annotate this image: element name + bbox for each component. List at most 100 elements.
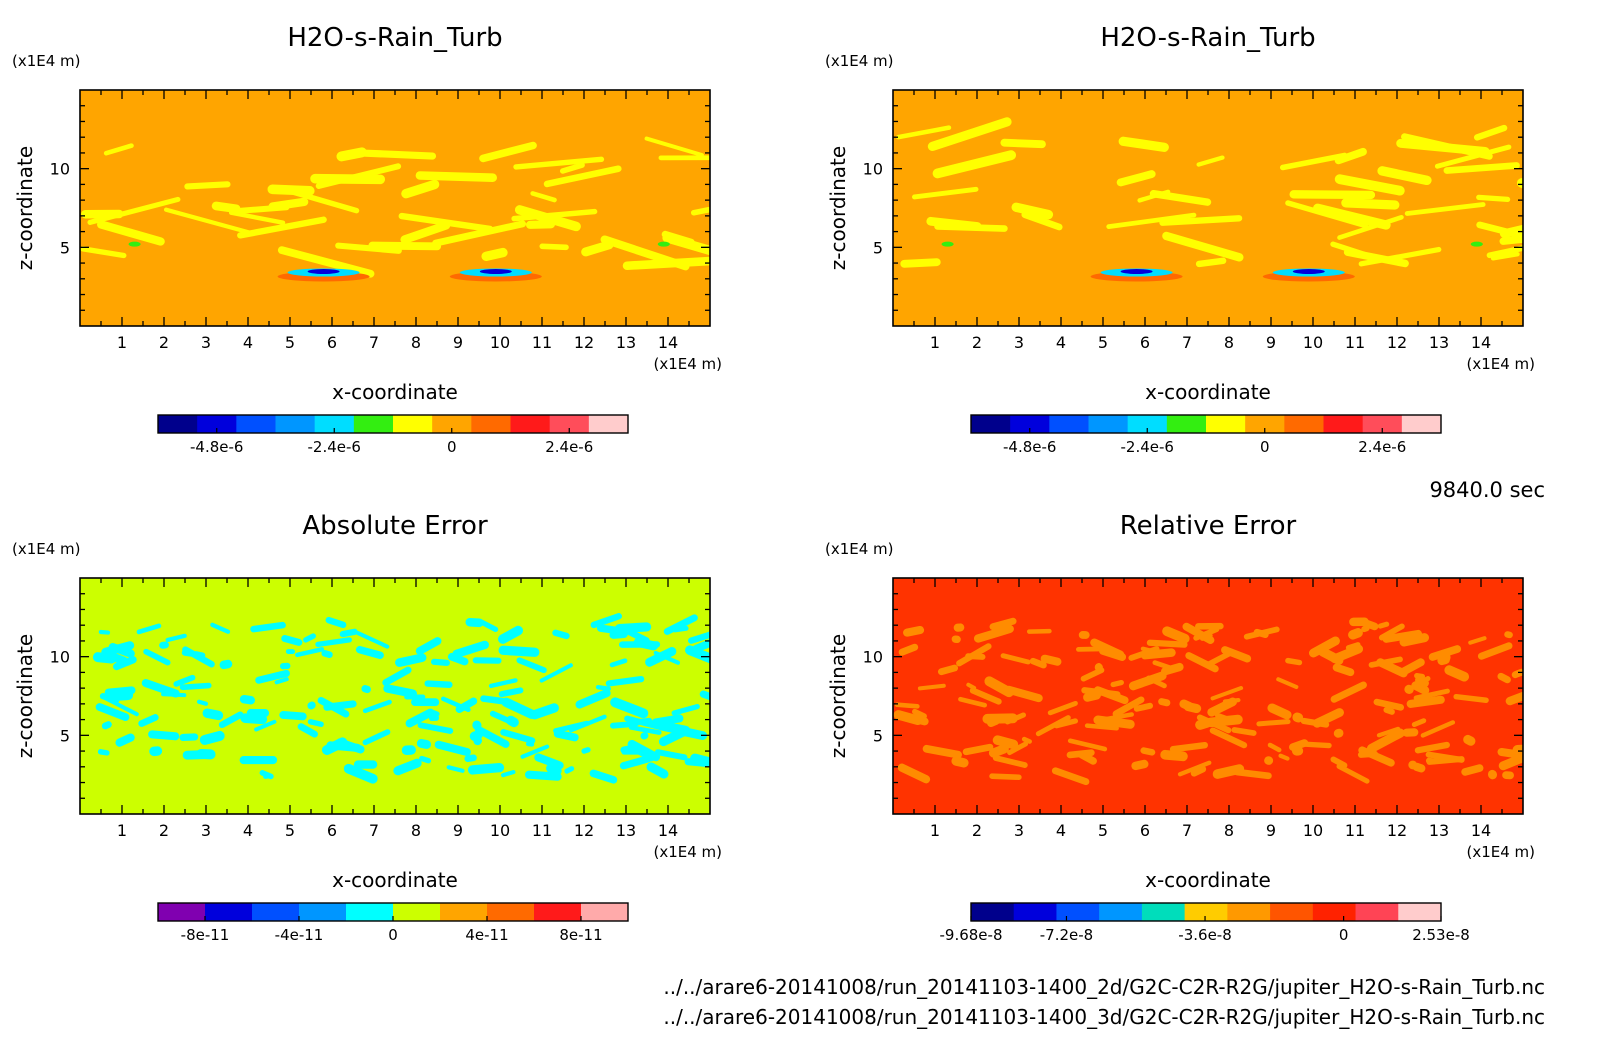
field-patch <box>1411 681 1430 695</box>
colorbar-swatch <box>353 415 394 433</box>
field-patch <box>339 628 358 638</box>
field-patch <box>115 733 135 747</box>
field-patch <box>1406 695 1445 708</box>
field-patch <box>624 715 665 731</box>
field-streak <box>237 216 327 239</box>
x-tick-label: 11 <box>1345 821 1365 840</box>
field-patch <box>173 674 196 687</box>
field-patch <box>685 645 710 665</box>
colorbar-swatch <box>197 415 237 433</box>
x-axis: 1 2 3 4 5 6 7 8 9 10 11 12 13 14 <box>913 578 1503 840</box>
field-patch <box>1425 757 1437 765</box>
x-tick-label: 10 <box>1303 821 1323 840</box>
field-streak <box>1106 212 1197 229</box>
field-patch <box>1047 700 1078 716</box>
field-patch <box>210 622 231 634</box>
field-patch <box>254 719 277 732</box>
field-streak <box>184 181 231 190</box>
x-tick-label: 5 <box>285 333 295 352</box>
field-patch <box>552 629 570 640</box>
y-tick-label: 5 <box>873 238 883 257</box>
colorbar-swatch <box>1141 903 1186 921</box>
field-streak <box>1476 194 1511 203</box>
field-patch <box>1487 769 1498 780</box>
field-streak <box>1162 231 1244 262</box>
field-patch <box>1005 685 1043 703</box>
field-patch <box>894 702 920 709</box>
field-patch <box>1416 676 1431 686</box>
y-axis-label: z-coordinate <box>826 146 850 270</box>
field-patch <box>506 648 515 654</box>
colorbar: -4.8e-6 -2.4e-6 0 2.4e-6 <box>970 414 1442 456</box>
colorbar-swatch <box>1010 415 1050 433</box>
field-patch <box>1348 628 1363 640</box>
field-patch <box>1330 644 1364 664</box>
field-patch <box>1411 718 1427 728</box>
field-streak <box>600 235 690 271</box>
field-patch <box>110 690 134 701</box>
x-tick-label: 9 <box>1266 333 1276 352</box>
field-patch <box>1420 720 1456 738</box>
colorbar-swatch <box>1088 415 1129 433</box>
field-patch <box>498 687 524 698</box>
field-patch <box>1007 741 1029 756</box>
field-patch <box>95 703 130 721</box>
field-patch <box>922 744 962 759</box>
chart-title: H2O-s-Rain_Turb <box>287 23 502 53</box>
field-streak <box>335 242 402 254</box>
field-patch <box>1425 751 1465 763</box>
field-streak <box>1289 190 1376 200</box>
x-tick-label: 14 <box>1471 821 1491 840</box>
x-tick-label: 4 <box>1056 821 1066 840</box>
x-tick-label: 8 <box>411 333 421 352</box>
field-patch <box>1413 688 1450 701</box>
colorbar-swatch <box>393 415 433 433</box>
field-patch <box>1376 726 1401 738</box>
field-streak <box>277 246 375 278</box>
field-streak <box>911 186 979 200</box>
field-patch <box>663 614 698 635</box>
x-tick-label: 13 <box>1429 821 1449 840</box>
field-patch <box>1131 759 1149 771</box>
x-tick-label: 2 <box>972 821 982 840</box>
field-streak <box>1443 162 1520 174</box>
field-patch <box>199 730 225 745</box>
field-streak <box>211 201 241 214</box>
field-patch <box>498 625 524 644</box>
field-patch <box>901 712 929 726</box>
y-tick-label: 10 <box>863 648 883 667</box>
field-patch <box>452 640 490 659</box>
field-patch <box>1373 698 1405 711</box>
field-patch <box>136 623 162 635</box>
x-tick-label: 12 <box>1387 821 1407 840</box>
field-patch <box>434 740 471 757</box>
x-unit-label: (x1E4 m) <box>653 355 722 373</box>
colorbar-swatch <box>471 415 511 433</box>
field-patch <box>404 694 426 700</box>
colorbar-swatch <box>534 903 582 921</box>
field-patch <box>307 701 316 710</box>
y-tick-label: 10 <box>50 648 70 667</box>
field-patch <box>165 633 187 643</box>
colorbar-swatch <box>440 903 488 921</box>
x-tick-label: 13 <box>1429 333 1449 352</box>
field-streak <box>1499 230 1523 245</box>
field-patch <box>553 729 579 742</box>
colorbar-swatch <box>1227 903 1271 921</box>
x-tick-label: 13 <box>616 333 636 352</box>
field-patch <box>1377 621 1390 629</box>
field-patch <box>1477 642 1513 660</box>
field-patch <box>500 729 536 744</box>
x-tick-label: 6 <box>1140 333 1150 352</box>
field-patch <box>1133 702 1154 712</box>
chart-title: Relative Error <box>1120 511 1297 541</box>
x-tick-label: 11 <box>532 333 552 352</box>
field-patch <box>989 617 1017 631</box>
field-patch <box>1461 764 1484 776</box>
field-patch <box>1090 638 1125 659</box>
field-patch <box>973 624 1014 643</box>
field-patch <box>1333 728 1344 738</box>
field-streak <box>1486 233 1523 259</box>
x-axis: 1 2 3 4 5 6 7 8 9 10 11 12 13 14 <box>913 90 1503 352</box>
